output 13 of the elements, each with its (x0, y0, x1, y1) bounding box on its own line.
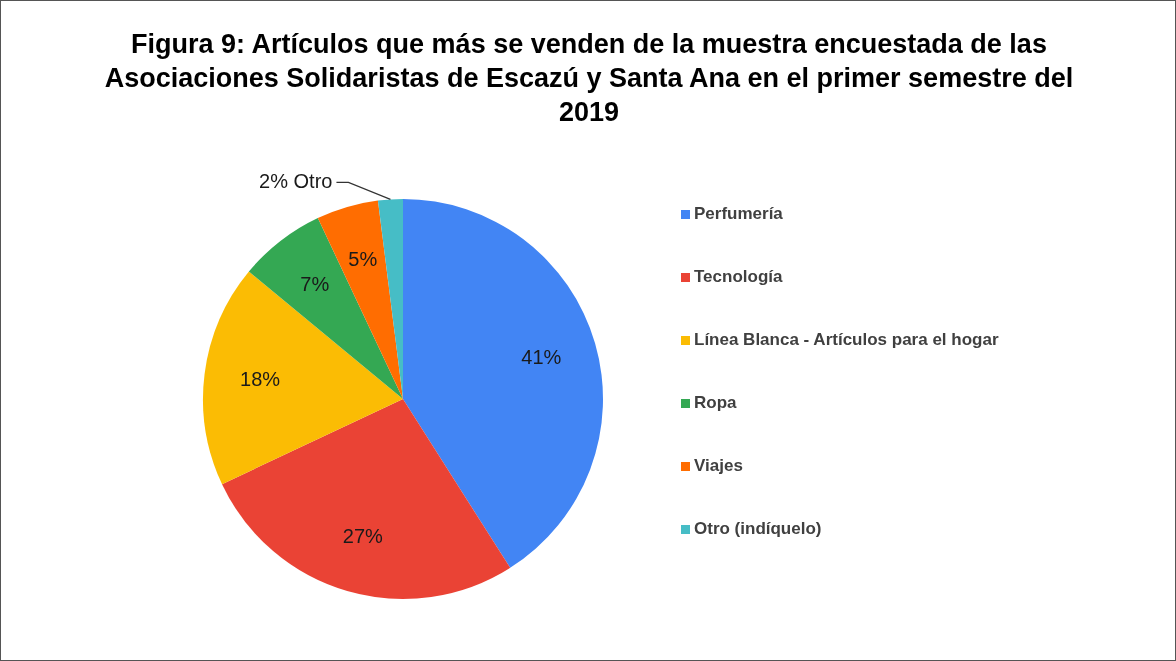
legend-label: Ropa (693, 393, 738, 414)
data-label: 27% (342, 524, 384, 547)
legend-label: Otro (indíquelo) (693, 519, 823, 540)
data-label: 2% Otro (259, 169, 333, 192)
legend-label: Tecnología (693, 267, 784, 288)
data-label: 18% (240, 368, 281, 391)
chart-title: Figura 9: Artículos que más se venden de la muestra encuestada de las Asociaciones Solidaristas de Escazú y Santa Ana en el primer semestre del 2019 (103, 28, 1075, 129)
legend-label: Viajes (693, 456, 744, 477)
data-label: 7% (300, 272, 330, 295)
legend-label: Perfumería (693, 204, 784, 225)
legend-label: Línea Blanca - Artículos para el hogar (693, 330, 1000, 351)
data-label: 5% (348, 248, 378, 271)
data-label: 41% (521, 346, 562, 369)
